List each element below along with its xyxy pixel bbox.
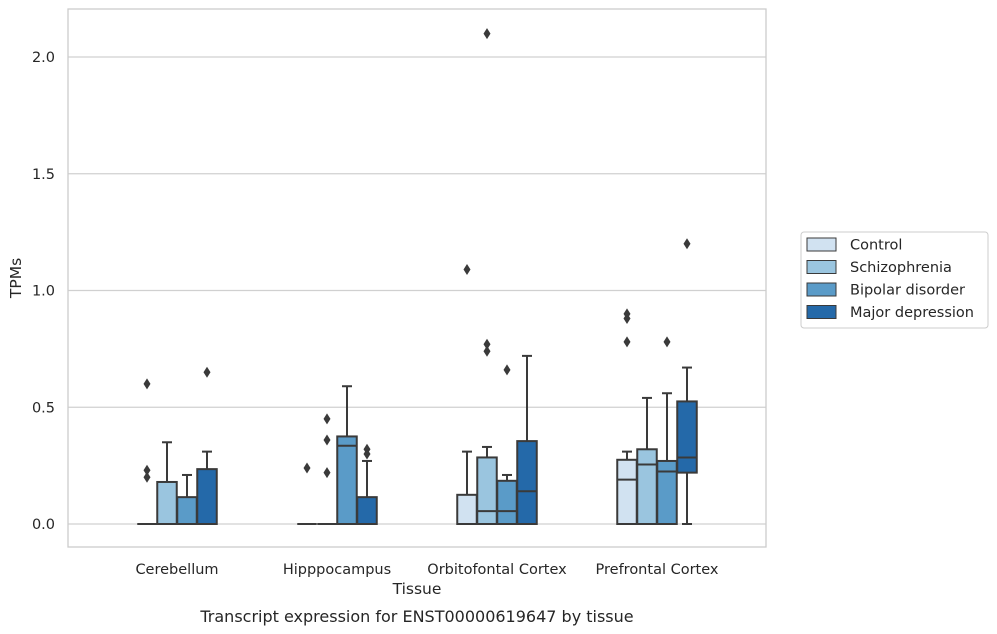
outlier-point: [503, 364, 511, 376]
outlier-point: [303, 462, 311, 474]
outlier-point: [143, 464, 151, 476]
box-body: [676, 400, 698, 474]
outlier-point: [483, 28, 491, 40]
outlier-point: [203, 366, 211, 378]
box-body: [176, 496, 198, 525]
box-control: [297, 462, 317, 525]
legend-swatch: [806, 237, 837, 252]
legend-label: Bipolar disorder: [850, 283, 965, 299]
legend-frame: [800, 231, 989, 329]
outlier-point: [323, 467, 331, 479]
x-tick-labels: Cerebellum Hipppocampus Orbitofontal Corte…: [135, 562, 718, 578]
y-tick-label: 2.0: [32, 50, 55, 66]
box-bipolar-disorder: [656, 336, 678, 525]
legend-swatch: [806, 282, 837, 297]
outlier-point: [663, 336, 671, 348]
box-body: [636, 448, 658, 525]
y-axis-title: TPMs: [7, 258, 25, 299]
legend-swatch: [806, 305, 837, 319]
box-body: [356, 496, 378, 525]
box-control: [616, 308, 638, 526]
box-major-depression: [516, 354, 538, 526]
box-body: [456, 493, 478, 525]
y-tick-label: 0.0: [32, 517, 55, 533]
outlier-point: [623, 308, 631, 320]
box-control: [137, 378, 157, 525]
figure-caption: Transcript expression for ENST0000061964…: [199, 607, 633, 626]
x-tick-label: Hipppocampus: [283, 562, 391, 578]
box-schizophrenia: [317, 413, 337, 525]
box-body: [616, 458, 638, 526]
outlier-point: [483, 345, 491, 357]
outlier-point: [143, 471, 151, 483]
y-tick-label: 0.5: [32, 400, 55, 416]
outlier-point: [683, 238, 691, 250]
boxes: [137, 28, 698, 526]
legend-label: Control: [850, 238, 902, 254]
outlier-point: [323, 413, 331, 425]
box-bipolar-disorder: [176, 473, 198, 525]
box-body: [336, 435, 358, 525]
outlier-point: [483, 338, 491, 350]
box-body: [476, 456, 498, 526]
legend-label: Schizophrenia: [850, 260, 952, 276]
box-bipolar-disorder: [336, 385, 358, 525]
box-schizophrenia: [476, 28, 498, 526]
box-body: [656, 459, 678, 525]
outlier-point: [323, 434, 331, 446]
x-tick-label: Prefrontal Cortex: [596, 562, 719, 578]
outlier-point: [143, 378, 151, 390]
box-body: [516, 440, 538, 526]
outlier-point: [623, 336, 631, 348]
y-tick-label: 1.5: [32, 167, 55, 183]
x-axis-title: Tissue: [392, 580, 442, 598]
plot-frame: [67, 8, 767, 548]
box-major-depression: [356, 443, 378, 525]
legend-label: Major depression: [850, 305, 974, 321]
legend-swatch: [806, 260, 837, 274]
box-control: [456, 263, 478, 525]
outlier-point: [463, 263, 471, 275]
box-body: [196, 468, 218, 526]
legend: Control Schizophrenia Bipolar disorder Majo…: [800, 231, 989, 329]
x-tick-label: Orbitofontal Cortex: [427, 562, 567, 578]
y-tick-labels: 0.0 0.5 1.0 1.5 2.0: [32, 50, 55, 533]
box-major-depression: [676, 238, 698, 525]
box-body: [156, 480, 178, 525]
box-major-depression: [196, 366, 218, 526]
outlier-point: [363, 443, 371, 455]
box-body: [496, 479, 518, 525]
x-tick-label: Cerebellum: [135, 562, 218, 578]
y-tick-label: 1.0: [32, 284, 55, 300]
